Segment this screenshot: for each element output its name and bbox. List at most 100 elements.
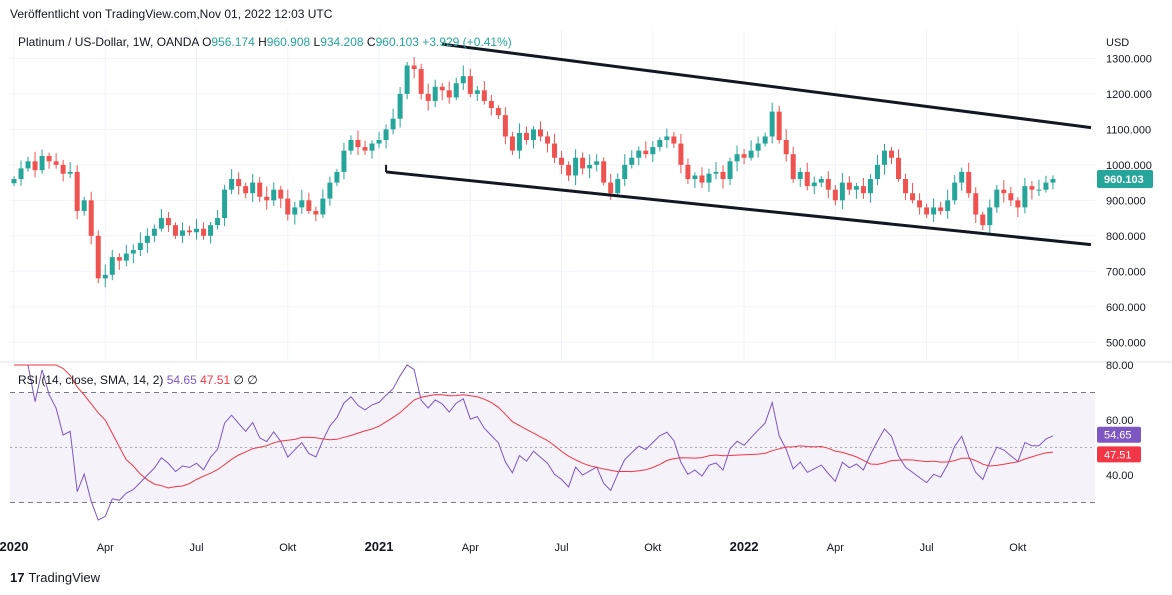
candle-body xyxy=(1036,189,1042,191)
candle-body xyxy=(516,132,522,151)
candle-body xyxy=(594,161,600,165)
rsi-ma-label: 47.51 xyxy=(1104,449,1132,461)
candle-body xyxy=(95,235,101,279)
candle-body xyxy=(530,129,536,140)
price-tick-label: 800.000 xyxy=(1106,231,1146,243)
candle-body xyxy=(271,189,277,201)
candle-body xyxy=(769,111,775,137)
candle-body xyxy=(460,76,466,84)
price-tick-label: 900.000 xyxy=(1106,195,1146,207)
time-tick-label: Okt xyxy=(644,542,661,554)
candle-body xyxy=(439,86,445,91)
candle-body xyxy=(896,157,902,180)
candle-body xyxy=(1015,200,1021,208)
candle-body xyxy=(187,230,192,233)
candle-body xyxy=(664,136,670,140)
candle-body xyxy=(622,164,628,180)
candle-body xyxy=(545,136,551,144)
candle-body xyxy=(748,150,754,158)
candle-body xyxy=(25,161,31,169)
candle-body xyxy=(425,93,431,101)
published-header: Veröffentlicht von TradingView.com,Nov 0… xyxy=(10,7,333,21)
candle-body xyxy=(657,140,663,148)
candle-body xyxy=(889,150,894,158)
price-tick-label: 1300.000 xyxy=(1106,53,1152,65)
candle-body xyxy=(102,274,108,279)
candle-body xyxy=(116,257,122,261)
candle-body xyxy=(278,189,284,199)
candle-body xyxy=(615,179,621,194)
candle-body xyxy=(917,200,923,208)
price-tick-label: 600.000 xyxy=(1106,302,1146,314)
candle-body xyxy=(74,171,80,211)
rsi-tick-label: 40.00 xyxy=(1106,470,1134,482)
candle-body xyxy=(11,179,17,184)
candle-body xyxy=(1029,186,1035,190)
time-tick-label: Apr xyxy=(827,542,844,554)
candle-body xyxy=(587,164,593,169)
candle-body xyxy=(250,182,256,194)
candle-body xyxy=(608,182,614,194)
candle-body xyxy=(158,218,164,229)
candle-body xyxy=(123,253,129,261)
candle-body xyxy=(566,164,572,176)
candle-body xyxy=(601,161,607,183)
candle-body xyxy=(860,186,866,194)
candle-body xyxy=(67,171,73,174)
candle-body xyxy=(818,179,824,183)
time-tick-label: Jul xyxy=(189,542,203,554)
candle-body xyxy=(194,228,200,233)
candle-body xyxy=(811,182,817,187)
tradingview-logo-icon: 17 xyxy=(10,570,25,585)
candle-body xyxy=(474,90,480,94)
candle-body xyxy=(931,207,937,215)
upper-trendline xyxy=(442,42,1092,130)
candle-body xyxy=(797,171,803,180)
candle-body xyxy=(215,218,221,226)
candle-body xyxy=(671,136,677,144)
time-tick-label: Okt xyxy=(1009,542,1026,554)
candle-body xyxy=(790,154,796,180)
candle-body xyxy=(741,154,747,158)
rsi-tick-label: 60.00 xyxy=(1106,415,1134,427)
tradingview-brand[interactable]: 17 TradingView xyxy=(10,570,100,585)
candle-body xyxy=(538,129,543,137)
time-tick-label: 2021 xyxy=(365,539,394,554)
rsi-line xyxy=(14,364,1054,521)
candlestick-series xyxy=(11,56,1056,288)
rsi-legend: RSI (14, close, SMA, 14, 2) 54.65 47.51 … xyxy=(18,373,258,387)
candle-body xyxy=(229,179,235,190)
candle-body xyxy=(53,161,59,165)
candle-body xyxy=(552,143,558,158)
candle-body xyxy=(678,143,684,165)
candle-body xyxy=(776,111,782,140)
candle-body xyxy=(629,157,635,165)
candle-body xyxy=(825,179,831,190)
candle-body xyxy=(573,157,579,176)
candle-body xyxy=(404,65,410,94)
candle-body xyxy=(446,90,452,98)
candle-body xyxy=(383,129,389,140)
rsi-ma-tag xyxy=(1097,446,1141,463)
rsi-value-label: 54.65 xyxy=(1104,430,1132,442)
brand-name: TradingView xyxy=(28,570,101,585)
candle-body xyxy=(81,200,87,211)
candle-body xyxy=(137,242,143,250)
candle-body xyxy=(853,186,859,190)
candle-body xyxy=(994,189,1000,208)
candle-body xyxy=(734,154,740,162)
candle-body xyxy=(643,150,649,155)
candle-body xyxy=(720,171,726,180)
candle-body xyxy=(1022,186,1028,208)
time-tick-label: Jul xyxy=(555,542,569,554)
rsi-panel xyxy=(10,364,1095,521)
candle-body xyxy=(109,257,115,275)
candle-body xyxy=(236,179,242,187)
candle-body xyxy=(334,171,340,183)
candle-body xyxy=(299,200,305,208)
candle-body xyxy=(1050,179,1056,183)
candle-body xyxy=(727,161,733,180)
candle-body xyxy=(839,182,845,201)
candle-body xyxy=(88,200,94,236)
